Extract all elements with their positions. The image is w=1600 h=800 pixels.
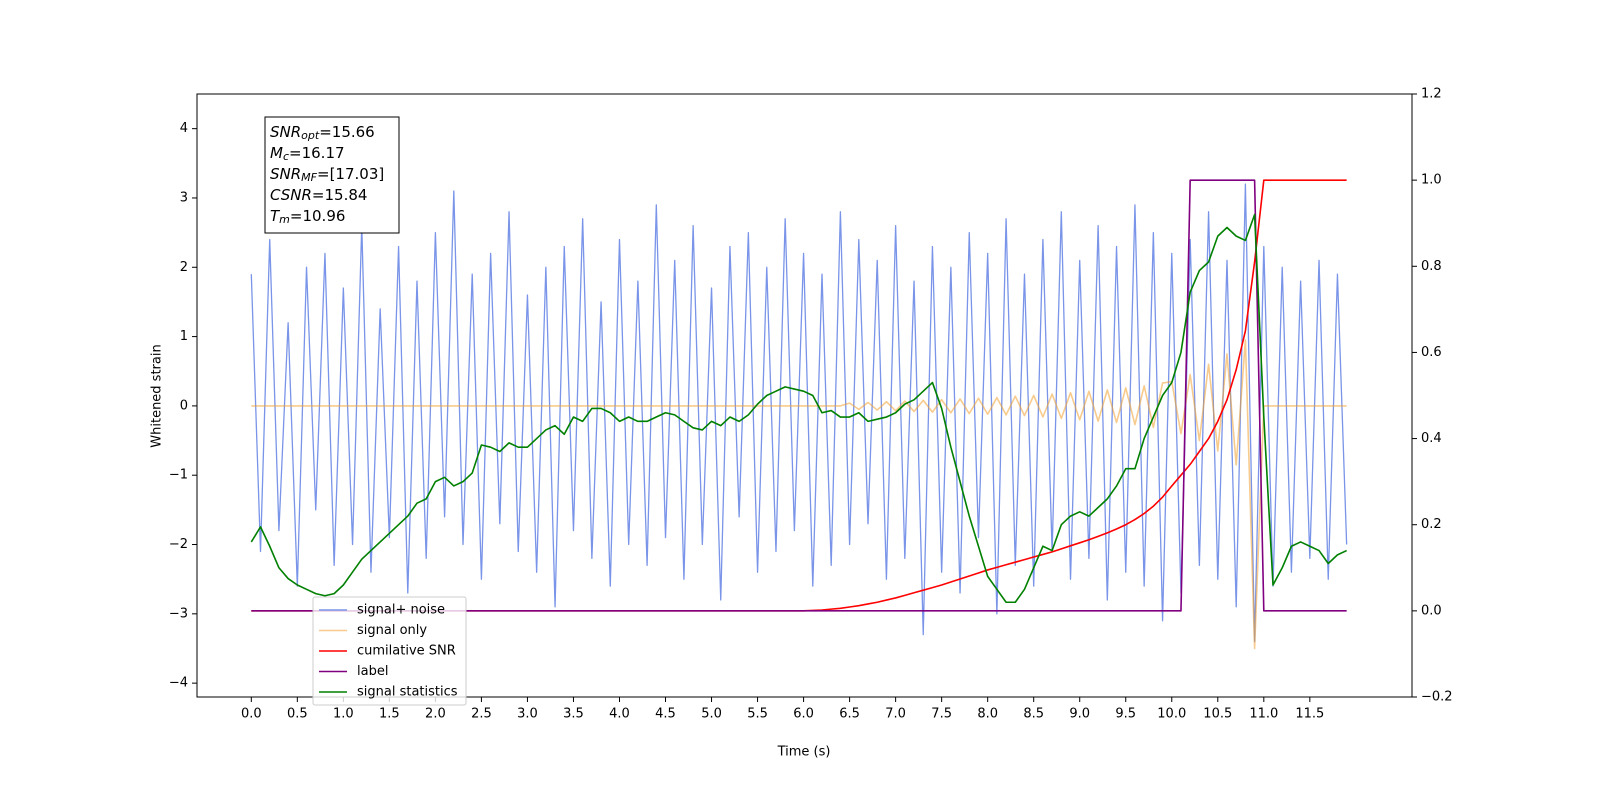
annotation-box: [264, 116, 400, 234]
x-tick-label: 6.0: [793, 707, 814, 722]
x-tick-label: 10.0: [1157, 707, 1186, 722]
annotation-sub: c: [283, 150, 289, 163]
x-tick-label: 5.0: [701, 707, 722, 722]
annotation-rest: =16.17: [289, 144, 345, 162]
legend-box: [312, 596, 467, 706]
series-line: [250, 213, 1347, 604]
x-tick-label: 2.0: [425, 707, 446, 722]
y2-tick-label: 1.0: [1421, 173, 1442, 188]
annotation-line: CSNR=15.84: [270, 186, 367, 204]
y-tick-label: −3: [169, 606, 188, 621]
x-tick-label: 7.0: [885, 707, 906, 722]
y2-tick-label: 0.4: [1421, 431, 1442, 446]
x-tick-label: 4.5: [655, 707, 676, 722]
x-tick-label: 1.0: [333, 707, 354, 722]
y-axis-label: Whitened strain: [150, 344, 165, 447]
x-axis-label: Time (s): [777, 745, 831, 760]
annotation-base: SNR: [270, 123, 301, 141]
x-tick-label: 1.5: [379, 707, 400, 722]
annotation-line: Mc=16.17: [270, 144, 345, 164]
annotation-sub: opt: [301, 129, 320, 142]
x-tick-label: 3.0: [517, 707, 538, 722]
annotation-base: M: [270, 144, 283, 162]
x-tick-label: 5.5: [747, 707, 768, 722]
y-tick-label: −4: [169, 676, 188, 691]
annotation-sub: m: [279, 213, 290, 226]
annotation-base: T: [270, 207, 281, 225]
x-tick-label: 7.5: [931, 707, 952, 722]
legend-label: signal statistics: [357, 685, 458, 700]
x-tick-label: 3.5: [563, 707, 584, 722]
y-tick-label: 3: [180, 190, 188, 205]
y2-tick-label: −0.2: [1421, 690, 1453, 705]
legend-label: signal only: [357, 623, 427, 638]
x-tick-label: 0.5: [287, 707, 308, 722]
annotation-line: SNRopt=15.66: [270, 123, 375, 143]
y2-tick-label: 0.0: [1421, 603, 1442, 618]
annotation-rest: =[17.03]: [317, 165, 384, 183]
legend-label: cumilative SNR: [357, 644, 456, 659]
annotation-base: SNR: [270, 165, 301, 183]
x-tick-label: 6.5: [839, 707, 860, 722]
annotation-sub: MF: [301, 171, 317, 184]
x-tick-label: 9.5: [1115, 707, 1136, 722]
plot-frame: [196, 93, 1413, 698]
y2-tick-label: 0.2: [1421, 517, 1442, 532]
legend-label: label: [357, 664, 388, 679]
x-tick-label: 8.5: [1023, 707, 1044, 722]
y-tick-label: 1: [180, 329, 188, 344]
annotation-line: Tm=10.96: [270, 207, 345, 227]
x-tick-label: 8.0: [977, 707, 998, 722]
x-tick-label: 11.0: [1249, 707, 1278, 722]
annotation-rest: =15.84: [312, 186, 368, 204]
annotation-base: CSNR: [270, 186, 312, 204]
y2-tick-label: 0.8: [1421, 259, 1442, 274]
x-tick-label: 2.5: [471, 707, 492, 722]
series-line: [251, 339, 1347, 650]
y-tick-label: −2: [169, 537, 188, 552]
annotation-rest: =10.96: [290, 207, 346, 225]
x-tick-label: 9.0: [1069, 707, 1090, 722]
x-tick-label: 10.5: [1203, 707, 1232, 722]
x-tick-label: 0.0: [241, 707, 262, 722]
y2-tick-label: 0.6: [1421, 345, 1442, 360]
y-tick-label: −1: [169, 468, 188, 483]
annotation-line: SNRMF=[17.03]: [270, 165, 384, 185]
x-tick-label: 11.5: [1295, 707, 1324, 722]
legend-label: signal+ noise: [357, 603, 445, 618]
annotation-rest: =15.66: [319, 123, 375, 141]
series-line: [250, 183, 1348, 643]
y2-tick-label: 1.2: [1421, 87, 1442, 102]
y-tick-label: 0: [180, 398, 188, 413]
x-tick-label: 4.0: [609, 707, 630, 722]
y-tick-label: 2: [180, 260, 188, 275]
y-tick-label: 4: [180, 121, 188, 136]
